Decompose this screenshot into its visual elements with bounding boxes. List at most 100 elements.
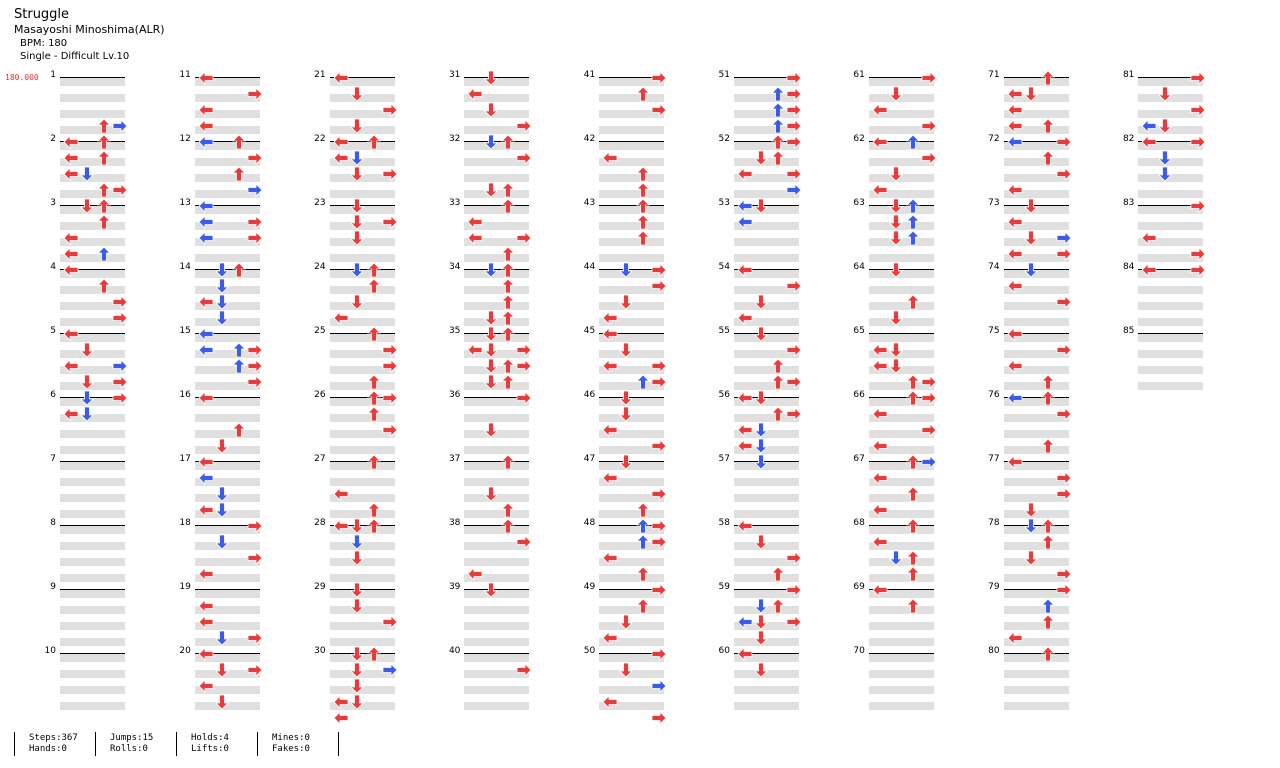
beat-stripe bbox=[194, 350, 260, 358]
beat-stripe bbox=[734, 206, 799, 214]
beat-stripe bbox=[60, 446, 125, 454]
arrow-left-icon bbox=[737, 214, 753, 230]
measure-line bbox=[60, 141, 125, 142]
arrow-right-icon bbox=[382, 342, 398, 358]
measure-line bbox=[1003, 589, 1069, 590]
arrow-up-icon bbox=[635, 230, 651, 246]
arrow-down-icon bbox=[888, 310, 904, 326]
beat-stripe bbox=[329, 286, 395, 294]
arrow-down-icon bbox=[214, 694, 230, 710]
measure-line bbox=[1138, 269, 1204, 270]
arrow-up-icon bbox=[96, 246, 112, 262]
arrow-right-icon bbox=[1190, 70, 1206, 86]
beat-stripe bbox=[194, 558, 260, 566]
beat-stripe bbox=[868, 702, 934, 710]
measure-line bbox=[868, 461, 934, 462]
arrow-right-icon bbox=[247, 150, 263, 166]
arrow-up-icon bbox=[500, 454, 516, 470]
beat-stripe bbox=[599, 270, 665, 278]
arrow-left-icon bbox=[737, 438, 753, 454]
beat-stripe bbox=[60, 574, 125, 582]
beat-stripe bbox=[60, 622, 125, 630]
arrow-up-icon bbox=[905, 134, 921, 150]
beat-stripe bbox=[599, 510, 665, 518]
arrow-right-icon bbox=[247, 518, 263, 534]
arrow-up-icon bbox=[366, 454, 382, 470]
beat-stripe bbox=[329, 430, 395, 438]
measure-line bbox=[464, 269, 530, 270]
arrow-right-icon bbox=[651, 358, 667, 374]
arrow-right-icon bbox=[651, 374, 667, 390]
stat-holds: Holds:4 bbox=[191, 733, 229, 743]
measure-number: 21 bbox=[314, 70, 326, 80]
measure-line bbox=[464, 205, 530, 206]
arrow-right-icon bbox=[247, 630, 263, 646]
song-artist: Masayoshi Minoshima(ALR) bbox=[14, 23, 165, 36]
beat-stripe bbox=[464, 318, 530, 326]
arrow-right-icon bbox=[1190, 262, 1206, 278]
beat-stripe bbox=[734, 78, 799, 86]
beat-stripe bbox=[1138, 350, 1204, 358]
beat-stripe bbox=[734, 638, 799, 646]
measure-number: 52 bbox=[718, 134, 730, 144]
measure-number: 60 bbox=[718, 646, 730, 656]
beat-stripe bbox=[60, 302, 125, 310]
beat-stripe bbox=[329, 238, 395, 246]
beat-stripe bbox=[868, 686, 934, 694]
measure-number: 11 bbox=[179, 70, 191, 80]
arrow-down-icon bbox=[483, 102, 499, 118]
arrow-down-icon bbox=[753, 630, 769, 646]
measure-number: 30 bbox=[314, 646, 326, 656]
beat-stripe bbox=[1003, 222, 1069, 230]
arrow-right-icon bbox=[786, 134, 802, 150]
arrow-down-icon bbox=[79, 342, 95, 358]
arrow-up-icon bbox=[500, 518, 516, 534]
arrow-up-icon bbox=[770, 134, 786, 150]
measure-line bbox=[464, 653, 530, 654]
arrow-down-icon bbox=[753, 534, 769, 550]
measure-number: 66 bbox=[853, 390, 865, 400]
measure-number: 27 bbox=[314, 454, 326, 464]
arrow-right-icon bbox=[247, 550, 263, 566]
beat-stripe bbox=[1003, 414, 1069, 422]
beat-stripe bbox=[599, 542, 665, 550]
beat-stripe bbox=[1003, 238, 1069, 246]
arrow-up-icon bbox=[635, 518, 651, 534]
beat-stripe bbox=[464, 702, 530, 710]
arrow-down-icon bbox=[349, 598, 365, 614]
arrow-up-icon bbox=[1040, 534, 1056, 550]
beat-stripe bbox=[599, 526, 665, 534]
beat-stripe bbox=[599, 302, 665, 310]
beat-stripe bbox=[60, 462, 125, 470]
beat-stripe bbox=[1138, 190, 1204, 198]
measure-line bbox=[599, 525, 665, 526]
step-chart: 1 2 3 4 5 6 7 8 9 10 11 12 13 14 15 16 17 18 19 20 21 22 23 24 2… bbox=[45, 70, 1206, 725]
arrow-left-icon bbox=[1007, 134, 1023, 150]
beat-stripe bbox=[1003, 142, 1069, 150]
beat-stripe bbox=[194, 414, 260, 422]
beat-stripe bbox=[329, 446, 395, 454]
arrow-up-icon bbox=[635, 86, 651, 102]
measure-number: 18 bbox=[179, 518, 191, 528]
measure-line bbox=[599, 589, 665, 590]
beat-stripe bbox=[599, 206, 665, 214]
beat-stripe bbox=[464, 638, 530, 646]
measure-line bbox=[1138, 333, 1204, 334]
beat-stripe bbox=[194, 670, 260, 678]
beat-stripe bbox=[329, 206, 395, 214]
chart-stats: Steps:367 Hands:0 Jumps:15 Rolls:0 Holds… bbox=[14, 732, 340, 756]
arrow-right-icon bbox=[1056, 342, 1072, 358]
measure-number: 76 bbox=[988, 390, 1000, 400]
beat-stripe bbox=[464, 574, 530, 582]
arrow-up-icon bbox=[231, 166, 247, 182]
arrow-down-icon bbox=[79, 390, 95, 406]
beat-stripe bbox=[599, 334, 665, 342]
arrow-right-icon bbox=[112, 310, 128, 326]
beat-stripe bbox=[194, 190, 260, 198]
arrow-up-icon bbox=[500, 134, 516, 150]
beat-stripe bbox=[60, 158, 125, 166]
stat-hands: Hands:0 bbox=[29, 744, 67, 754]
beat-stripe bbox=[194, 622, 260, 630]
arrow-down-icon bbox=[1157, 86, 1173, 102]
beat-stripe bbox=[734, 302, 799, 310]
